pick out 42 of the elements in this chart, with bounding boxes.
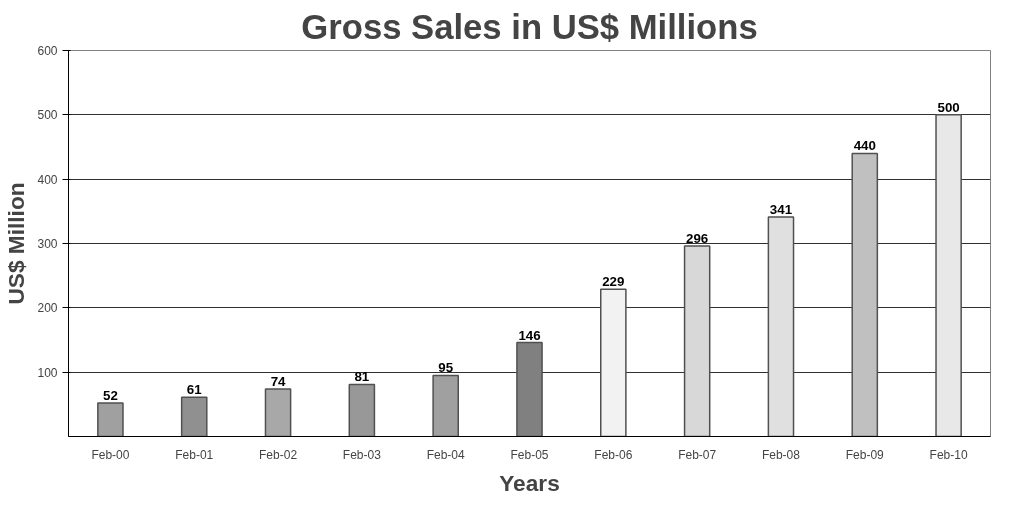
data-label: 52 xyxy=(103,388,118,404)
data-label: 61 xyxy=(186,382,203,398)
y-axis-title: US$ Million xyxy=(3,182,30,305)
x-tick-label: Feb-03 xyxy=(342,447,382,462)
x-tick-label: Feb-04 xyxy=(426,447,466,462)
bar xyxy=(97,402,124,437)
y-tick-label: 600 xyxy=(37,44,58,58)
data-label: 74 xyxy=(270,373,287,389)
y-tick-label: 400 xyxy=(37,172,58,187)
y-tick-label: 300 xyxy=(37,237,58,251)
y-tick-label: 100 xyxy=(37,365,58,380)
bar xyxy=(600,288,627,437)
data-label: 440 xyxy=(853,138,876,154)
data-label: 146 xyxy=(518,327,541,343)
bar xyxy=(935,114,962,437)
x-tick-label: Feb-06 xyxy=(594,447,633,462)
x-tick-label: Feb-07 xyxy=(678,447,717,462)
bar xyxy=(851,152,879,437)
data-label: 296 xyxy=(686,231,709,247)
x-tick-label: Feb-02 xyxy=(259,447,298,462)
chart-title: Gross Sales in US$ Millions xyxy=(301,7,758,46)
data-label: 229 xyxy=(602,274,625,290)
y-tick-label: 200 xyxy=(37,301,58,316)
data-label: 95 xyxy=(438,360,454,376)
data-label: 500 xyxy=(937,99,960,115)
x-tick-label: Feb-00 xyxy=(91,447,130,462)
bar xyxy=(516,341,543,437)
x-tick-label: Feb-09 xyxy=(845,447,885,462)
bar xyxy=(348,383,376,437)
bar xyxy=(180,396,208,437)
bar xyxy=(432,374,459,437)
x-tick-label: Feb-05 xyxy=(510,447,549,462)
data-label: 81 xyxy=(354,369,370,385)
bar xyxy=(767,216,795,437)
bar xyxy=(683,245,711,437)
bar xyxy=(264,388,292,437)
x-axis-title: Years xyxy=(499,469,560,496)
x-tick-label: Feb-10 xyxy=(929,447,968,462)
data-label: 341 xyxy=(769,202,793,218)
y-tick-label: 500 xyxy=(37,108,58,123)
x-tick-label: Feb-01 xyxy=(175,447,214,462)
x-tick-label: Feb-08 xyxy=(761,447,801,462)
